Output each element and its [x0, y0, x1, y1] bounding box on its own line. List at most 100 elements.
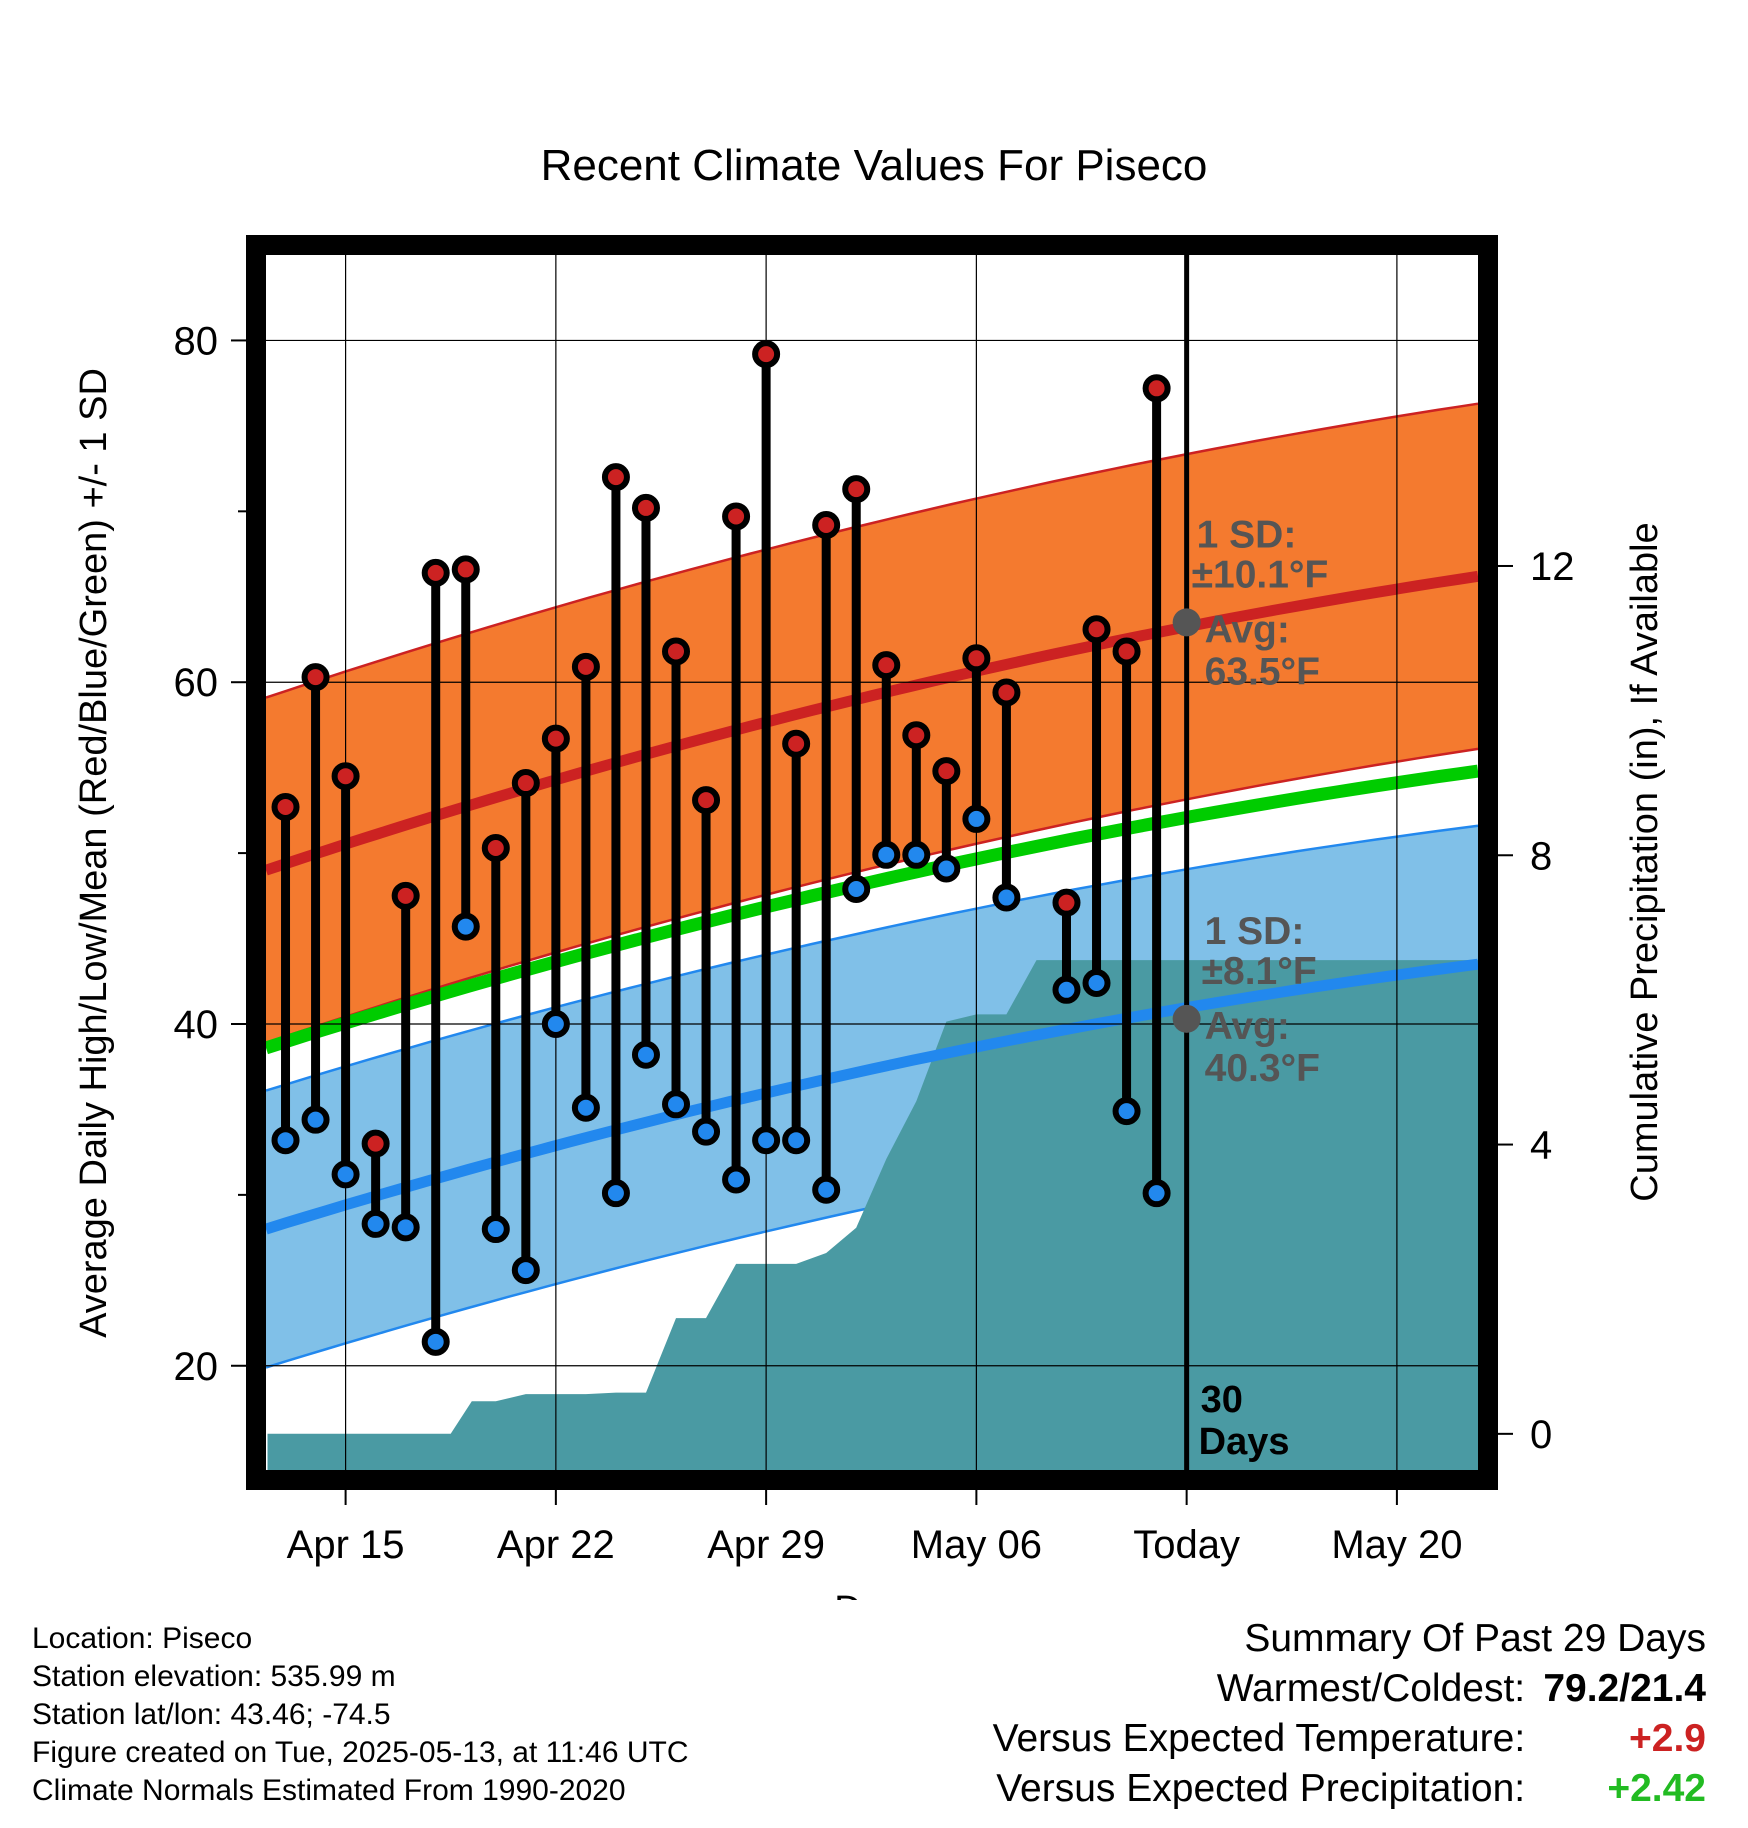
- high-point: [361, 1129, 390, 1158]
- low-point: [631, 1040, 660, 1069]
- y-axis-label: Average Daily High/Low/Mean (Red/Blue/Gr…: [73, 368, 115, 1338]
- high-point: [541, 724, 570, 753]
- low-point: [481, 1215, 510, 1244]
- figure-created: Figure created on Tue, 2025-05-13, at 11…: [32, 1736, 689, 1769]
- summary-heading: Summary Of Past 29 Days: [1244, 1617, 1706, 1660]
- high-point: [271, 792, 300, 821]
- high-point: [481, 833, 510, 862]
- station-info: Location: Piseco Station elevation: 535.…: [32, 1620, 689, 1810]
- days-label-number: 30: [1201, 1379, 1243, 1421]
- high-sd-label: 1 SD:: [1197, 513, 1297, 556]
- y-tick-label: 40: [174, 1003, 219, 1047]
- high-sd-lower-edge: [265, 747, 1479, 1044]
- high-point: [812, 511, 841, 539]
- high-point: [1082, 615, 1111, 644]
- x-tick-label: Today: [1133, 1523, 1240, 1567]
- low-point: [992, 883, 1021, 912]
- y2-tick-label: 12: [1530, 545, 1575, 589]
- precip-value: +2.42: [1607, 1767, 1706, 1810]
- low-point: [662, 1090, 691, 1119]
- low-point: [571, 1093, 600, 1122]
- high-point: [631, 493, 660, 522]
- low-point: [812, 1175, 841, 1204]
- x-tick-label: Apr 15: [287, 1523, 405, 1567]
- climate-chart: Recent Climate Values For Piseco 1 SD:±1…: [73, 141, 1666, 1600]
- low-point: [451, 912, 480, 941]
- x-tick-label: Apr 29: [707, 1523, 825, 1567]
- high-point: [992, 678, 1021, 707]
- low-point: [1112, 1097, 1141, 1126]
- y-tick-label: 20: [174, 1345, 219, 1389]
- high-point: [962, 644, 991, 673]
- low-point: [782, 1126, 811, 1155]
- low-sd-label: 1 SD:: [1205, 910, 1305, 953]
- x-axis-label: Day: [834, 1589, 902, 1600]
- high-point: [932, 757, 961, 786]
- low-point: [301, 1105, 330, 1134]
- high-point: [391, 881, 420, 910]
- chart-title: Recent Climate Values For Piseco: [541, 141, 1208, 190]
- low-point: [1082, 968, 1111, 997]
- temp-value: +2.9: [1629, 1717, 1706, 1760]
- today-high-avg-marker: [1172, 608, 1201, 637]
- y-tick-label: 60: [174, 661, 219, 705]
- x-tick-label: Apr 22: [497, 1523, 615, 1567]
- high-point: [1052, 888, 1081, 917]
- station-location: Location: Piseco: [32, 1622, 253, 1655]
- temp-label: Versus Expected Temperature:: [992, 1717, 1526, 1760]
- warmest-value: 79.2/21.4: [1543, 1667, 1706, 1710]
- summary-temp-row: Versus Expected Temperature: +2.9: [993, 1714, 1706, 1764]
- warmest-label: Warmest/Coldest:: [1216, 1667, 1526, 1710]
- y2-axis-label: Cumulative Precipitation (in), If Availa…: [1624, 522, 1666, 1201]
- high-point: [902, 721, 931, 750]
- y-tick-label: 80: [174, 319, 219, 363]
- low-point: [331, 1160, 360, 1189]
- high-point: [301, 663, 330, 692]
- low-point: [541, 1009, 570, 1038]
- low-avg-value: 40.3°F: [1205, 1047, 1320, 1090]
- high-point: [872, 651, 901, 680]
- high-point: [1142, 374, 1171, 403]
- high-point: [1112, 637, 1141, 666]
- high-point: [842, 475, 871, 504]
- low-point: [902, 840, 931, 869]
- low-point: [361, 1209, 390, 1238]
- normal-low-line: [264, 958, 1479, 1235]
- high-point: [662, 637, 691, 666]
- low-sd-upper-edge: [265, 824, 1479, 1092]
- low-point: [752, 1126, 781, 1155]
- summary-precip-row: Versus Expected Precipitation: +2.42: [993, 1764, 1706, 1814]
- summary-panel: Summary Of Past 29 Days Warmest/Coldest:…: [993, 1614, 1706, 1814]
- low-point: [391, 1213, 420, 1242]
- station-latlon: Station lat/lon: 43.46; -74.5: [32, 1698, 391, 1731]
- high-point: [331, 762, 360, 791]
- y2-tick-label: 0: [1530, 1413, 1552, 1457]
- today-low-avg-marker: [1172, 1004, 1201, 1033]
- high-sd-band: [266, 403, 1478, 1043]
- low-point: [872, 840, 901, 869]
- normal-mean-line: [264, 764, 1479, 1055]
- low-point: [692, 1117, 721, 1146]
- axes: 20 40 60 80 0 4 8 12 Apr 15 Apr 22 Apr 29 May 06 Tod…: [174, 319, 1575, 1567]
- x-tick-label: May 06: [911, 1523, 1042, 1567]
- low-point: [421, 1327, 450, 1356]
- low-point: [511, 1256, 540, 1285]
- low-point: [271, 1126, 300, 1155]
- low-sd-value: ±8.1°F: [1202, 950, 1317, 993]
- summary-warmest-row: Warmest/Coldest: 79.2/21.4: [993, 1664, 1706, 1714]
- low-point: [1052, 975, 1081, 1004]
- low-point: [1142, 1179, 1171, 1208]
- high-avg-value: 63.5°F: [1205, 650, 1320, 693]
- low-point: [601, 1179, 630, 1208]
- high-point: [601, 463, 630, 492]
- precip-label: Versus Expected Precipitation:: [996, 1767, 1526, 1810]
- high-point: [692, 786, 721, 815]
- high-point: [782, 729, 811, 758]
- high-point: [571, 652, 600, 681]
- plot-border: [246, 235, 1498, 1490]
- y2-tick-label: 4: [1530, 1124, 1552, 1168]
- station-elevation: Station elevation: 535.99 m: [32, 1660, 396, 1693]
- low-point: [932, 854, 961, 883]
- days-label-text: Days: [1199, 1421, 1290, 1463]
